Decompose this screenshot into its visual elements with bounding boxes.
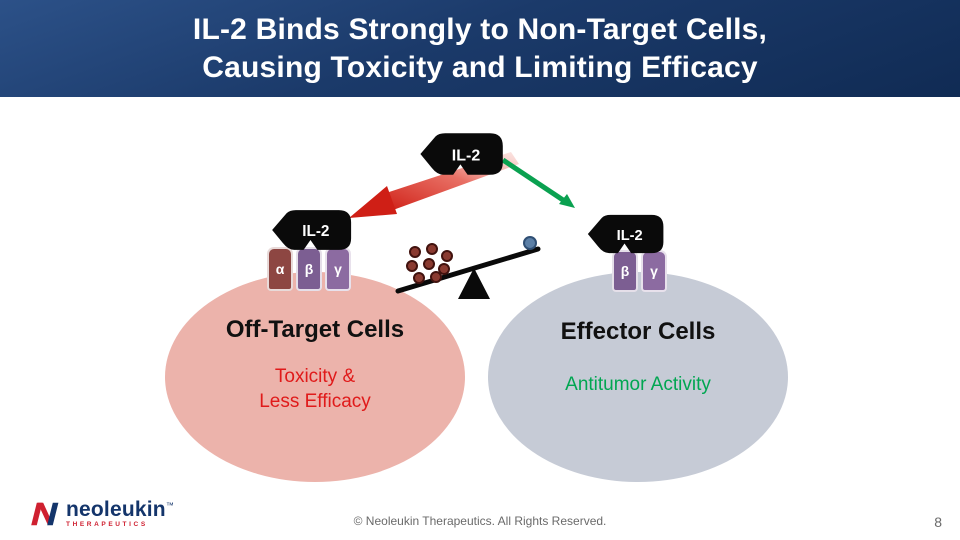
receptor-gamma-subunit-right: γ xyxy=(641,250,667,292)
slide-title-line2: Causing Toxicity and Limiting Efficacy xyxy=(202,50,758,84)
toxicity-label-line2: Less Efficacy xyxy=(259,391,371,412)
receptor-beta-subunit-right: β xyxy=(612,250,638,292)
effector-cells-title: Effector Cells xyxy=(560,318,716,345)
gamma-label-left: γ xyxy=(334,261,342,277)
receptor-alpha-subunit: α xyxy=(267,247,293,291)
green-arrow-icon xyxy=(501,157,575,208)
logo-subtitle: THERAPEUTICS xyxy=(66,521,148,529)
alpha-label: α xyxy=(275,261,285,277)
logo-text: neoleukin™ THERAPEUTICS xyxy=(66,499,174,529)
receptor-beta-subunit-left: β xyxy=(296,247,322,291)
off-target-cells-title: Off-Target Cells xyxy=(225,316,405,343)
antitumor-activity-label: Antitumor Activity xyxy=(565,374,711,395)
il2-ligand-left-icon: IL-2 xyxy=(266,207,358,258)
il2-ligand-right-icon: IL-2 xyxy=(582,212,670,261)
logo-trademark: ™ xyxy=(165,501,175,511)
gamma-label-right: γ xyxy=(650,263,658,279)
effector-cells-ellipse: Effector Cells Antitumor Activity xyxy=(488,272,788,482)
il2-left-label: IL-2 xyxy=(302,223,329,240)
toxicity-label-line1: Toxicity & xyxy=(274,366,356,387)
neoleukin-logo: neoleukin™ THERAPEUTICS xyxy=(28,498,174,530)
beta-label-left: β xyxy=(304,261,314,277)
il2-ligand-top-icon: IL-2 xyxy=(416,130,508,183)
il2-right-label: IL-2 xyxy=(617,228,643,244)
seesaw-balance-icon xyxy=(395,236,541,299)
balance-blue-weight xyxy=(523,236,537,250)
beta-label-right: β xyxy=(620,263,630,279)
il2-top-label: IL-2 xyxy=(452,147,481,164)
off-target-cells-ellipse: Off-Target Cells Toxicity & Less Efficac… xyxy=(165,272,465,482)
copyright-text: © Neoleukin Therapeutics. All Rights Res… xyxy=(353,514,607,528)
page-number: 8 xyxy=(934,514,942,530)
slide-title-line1: IL-2 Binds Strongly to Non-Target Cells, xyxy=(192,12,768,46)
header-banner: IL-2 Binds Strongly to Non-Target Cells,… xyxy=(0,0,960,97)
neoleukin-logo-mark-icon xyxy=(31,502,59,526)
logo-name-text: neoleukin xyxy=(66,498,166,522)
